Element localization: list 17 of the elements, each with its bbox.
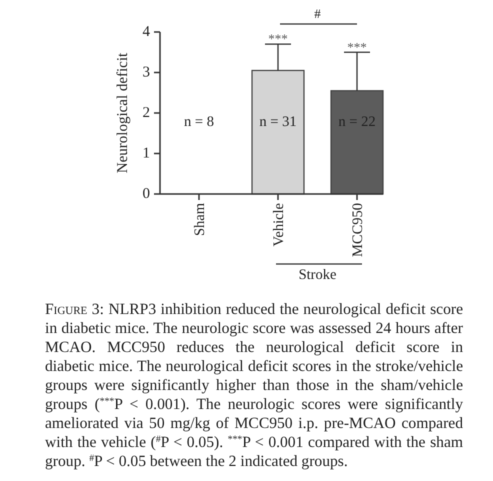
annotation: *** bbox=[268, 31, 288, 46]
annotation: n = 22 bbox=[338, 114, 376, 130]
x-tick-label: MCC950 bbox=[350, 203, 366, 257]
annotation: n = 8 bbox=[184, 114, 214, 130]
x-tick-label: Sham bbox=[192, 202, 208, 236]
y-tick-label: 1 bbox=[142, 146, 150, 162]
annotation: *** bbox=[347, 39, 367, 54]
text: Figure 3: NLRP3 inhibition reduced the neurological deficit score in diabetic mice. The neurologic score was assessed 24 hours after MCAO. MCC950 reduces the neurological deficit score in diabetic mice. The neurological deficit scores in the stroke/vehicle groups were significantly higher than those in the sham/vehicle groups ($^{***}$P < 0.001). The neurologic scores were significantly ameliorated via 50 mg/kg of MCC950 i.p. pre-MCAO compared with the vehicle ($^{#}$P < 0.05). $^{***}$P < 0.001 compared with the sham group. $^{#}$P < 0.05 between the 2 indicated groups. bbox=[45, 301, 463, 470]
x-tick-label: Vehicle bbox=[271, 203, 287, 246]
y-tick-label: 3 bbox=[142, 64, 150, 80]
y-tick-label: 2 bbox=[142, 105, 150, 121]
y-tick-label: 0 bbox=[142, 186, 150, 202]
y-axis-title: Neurological deficit bbox=[115, 52, 131, 174]
text: Stroke bbox=[298, 267, 336, 283]
text: # bbox=[314, 6, 322, 21]
annotation: n = 31 bbox=[259, 114, 297, 130]
y-tick-label: 4 bbox=[142, 24, 150, 40]
